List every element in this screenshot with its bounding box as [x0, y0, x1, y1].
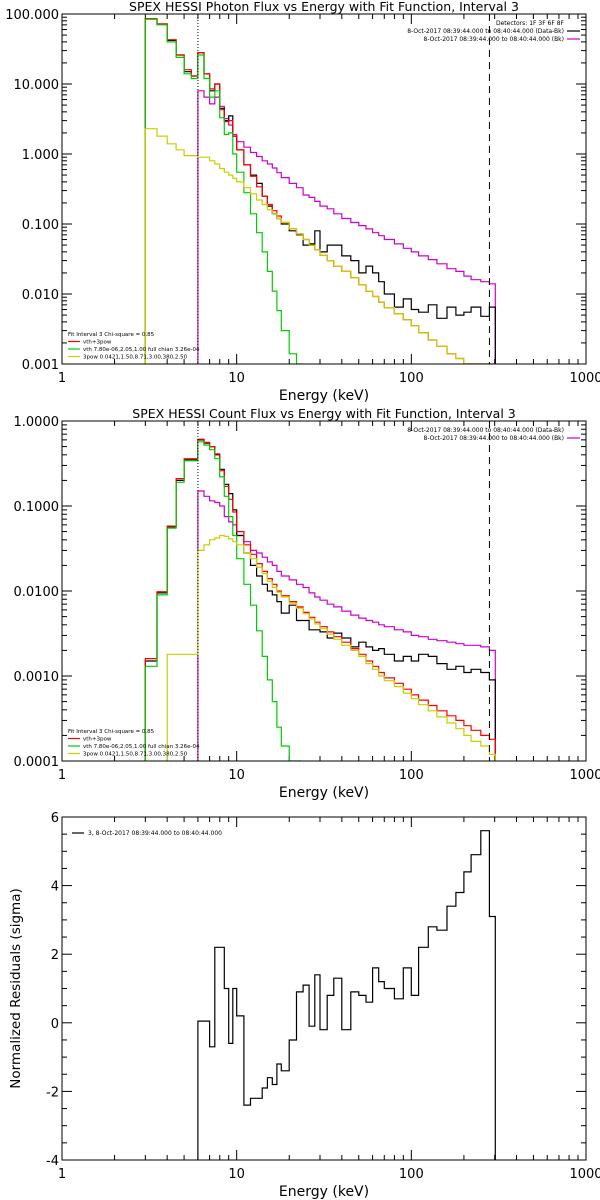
- x-tick-label: 1000: [569, 371, 600, 386]
- x-tick-label: 1000: [569, 1167, 600, 1182]
- series-group: [144, 438, 496, 761]
- x-tick-label: 1000: [569, 768, 600, 783]
- y-axis-label: Normalized Residuals (sigma): [8, 888, 24, 1089]
- y-tick-label: 100.000: [5, 8, 59, 23]
- legend-text: 8-Oct-2017 08:39:44.000 to 08:40:44.000 …: [407, 427, 564, 434]
- y-tick-label: -2: [46, 1085, 59, 1100]
- x-tick-label: 1: [58, 768, 66, 783]
- x-tick-label: 10: [228, 1167, 245, 1182]
- chart-title: SPEX HESSI Photon Flux vs Energy with Fi…: [129, 0, 519, 14]
- x-tick-label: 1: [58, 371, 66, 386]
- legend-text: 8-Oct-2017 08:39:44.000 to 08:40:44.000 …: [424, 36, 565, 43]
- x-tick-label: 1: [58, 1167, 66, 1182]
- legend-text: 8-Oct-2017 08:39:44.000 to 08:40:44.000 …: [407, 28, 564, 35]
- x-tick-label: 100: [399, 768, 424, 783]
- series-group: [144, 18, 496, 364]
- legend-text: Detectors: 1F 3F 6F 8F: [496, 20, 565, 27]
- legend-text: 3, 8-Oct-2017 08:39:44.000 to 08:40:44.0…: [88, 830, 222, 837]
- legend-text: 3pow 0.0421,1.50,8.71,3.00,380,2.50: [83, 752, 188, 758]
- legend-text: vth 7.80e-06,2.05,1.00 full chian 3.26e-…: [83, 744, 200, 750]
- x-tick-label: 100: [399, 1167, 424, 1182]
- series-line-3: [144, 18, 303, 364]
- legend-text: 3pow 0.0421,1.50,8.71,3.00,380,2.50: [83, 355, 188, 361]
- legend-text: 8-Oct-2017 08:39:44.000 to 08:40:44.000 …: [424, 435, 565, 442]
- x-tick-label: 100: [399, 371, 424, 386]
- series-line-4: [144, 128, 496, 364]
- series-group: [197, 830, 496, 1160]
- y-tick-label: -4: [46, 1154, 59, 1169]
- y-tick-label: 0.0001: [14, 755, 60, 770]
- x-tick-label: 10: [228, 768, 245, 783]
- y-tick-label: 2: [51, 948, 59, 963]
- series-line-4: [166, 534, 496, 761]
- legend-text: vth+3pow: [83, 340, 112, 346]
- y-tick-label: 6: [51, 811, 59, 826]
- y-tick-label: 0.0100: [14, 585, 60, 600]
- y-tick-label: 0: [51, 1017, 59, 1032]
- x-axis-label: Energy (keV): [279, 1184, 369, 1200]
- y-tick-label: 0.001: [22, 358, 59, 373]
- plot-frame: [61, 816, 587, 1161]
- chart-title: SPEX HESSI Count Flux vs Energy with Fit…: [132, 406, 515, 421]
- y-tick-label: 0.100: [22, 218, 59, 233]
- plot-frame: [61, 13, 587, 365]
- series-line-0: [197, 90, 496, 364]
- y-tick-label: 0.1000: [14, 500, 60, 515]
- legend-text: vth 7.80e-06,2.05,1.00 full chian 3.26e-…: [83, 347, 200, 353]
- x-tick-label: 10: [228, 371, 245, 386]
- x-axis-label: Energy (keV): [279, 388, 369, 404]
- series-line-0: [197, 830, 496, 1160]
- legend-text: Fit Interval 3 Chi-square = 0.85: [68, 332, 155, 338]
- y-tick-label: 1.000: [22, 148, 59, 163]
- y-tick-label: 1.0000: [14, 415, 60, 430]
- plot-frame: [61, 420, 587, 762]
- y-tick-label: 0.0010: [14, 670, 60, 685]
- legend-text: Fit Interval 3 Chi-square = 0.85: [68, 729, 155, 735]
- y-tick-label: 4: [51, 880, 59, 895]
- series-line-3: [144, 441, 303, 761]
- y-tick-label: 0.010: [22, 288, 59, 303]
- y-tick-label: 10.000: [14, 78, 60, 93]
- legend-text: vth+3pow: [83, 737, 112, 743]
- x-axis-label: Energy (keV): [279, 785, 369, 801]
